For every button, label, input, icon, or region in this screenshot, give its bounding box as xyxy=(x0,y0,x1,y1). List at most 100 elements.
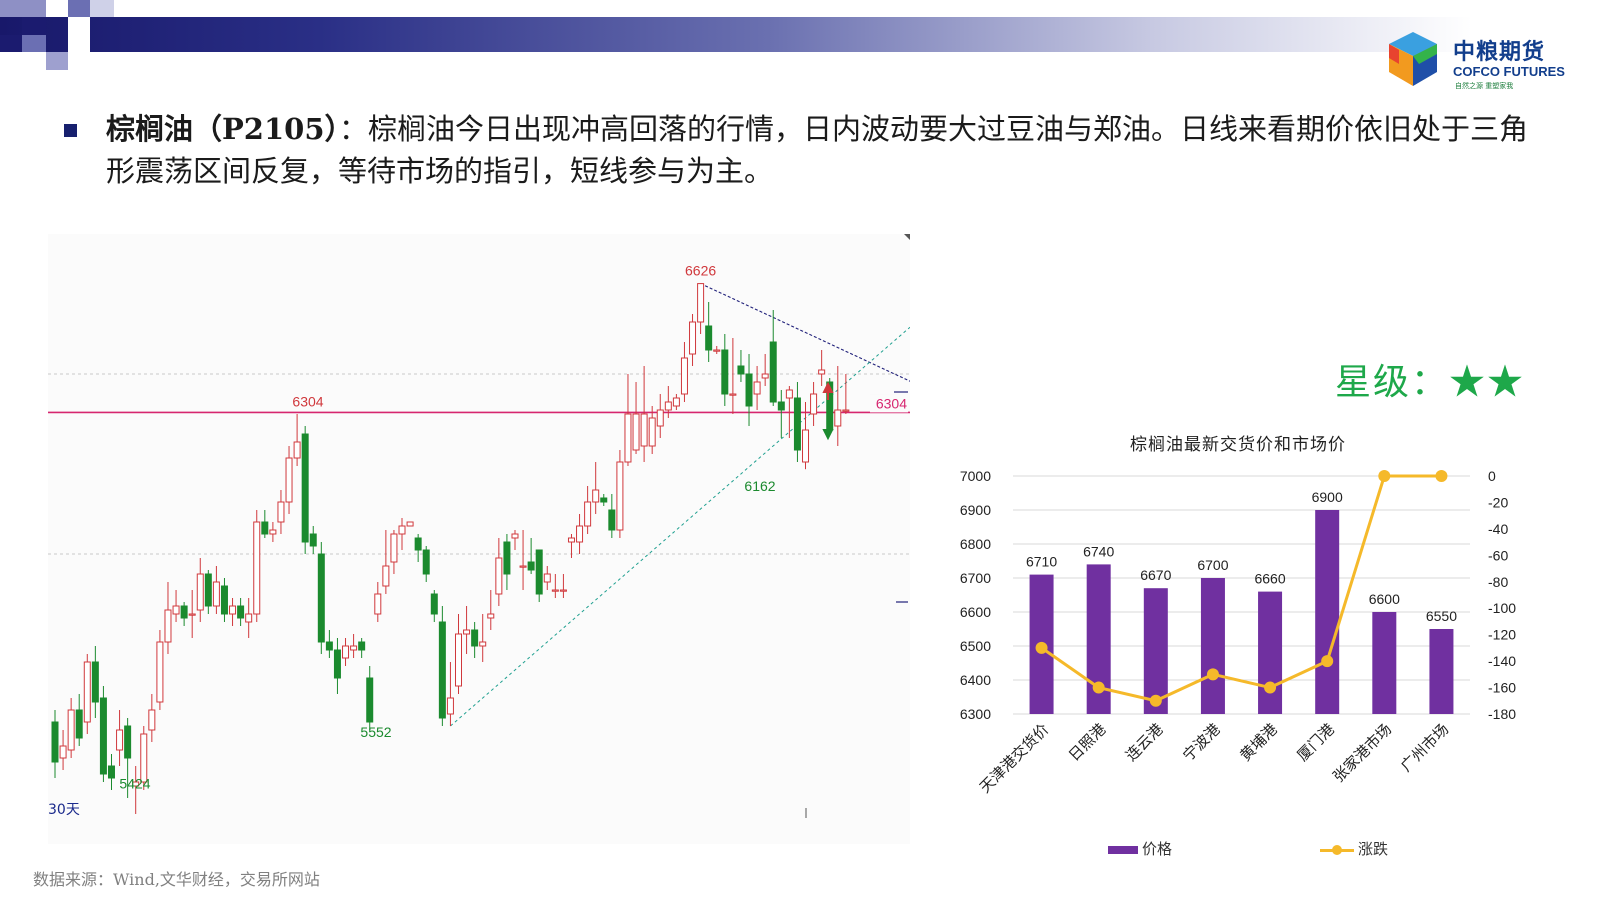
candle-body xyxy=(810,393,818,415)
category-label: 日照港 xyxy=(1065,720,1110,765)
candle-body xyxy=(156,641,164,703)
candle-body xyxy=(463,629,471,635)
candle-body xyxy=(107,765,115,779)
candle-body xyxy=(325,641,333,651)
candle-body xyxy=(672,397,680,407)
price-bar xyxy=(1086,564,1111,714)
bar-value-label: 6660 xyxy=(1254,571,1285,587)
candle-body xyxy=(559,589,567,592)
candle-body xyxy=(487,613,495,619)
category-label: 张家港市场 xyxy=(1329,720,1395,786)
candle-body xyxy=(124,725,132,759)
candle-body xyxy=(269,529,277,535)
candle-body xyxy=(382,565,390,587)
candle-body xyxy=(705,325,713,351)
candle-body xyxy=(350,645,358,651)
candle-body xyxy=(188,613,196,616)
candle-body xyxy=(769,341,777,403)
category-label: 天津港交货价 xyxy=(976,720,1052,796)
candlestick-chart: 6626 6304 6162 5552 5424 6304 30天 xyxy=(48,234,911,818)
left-axis-tick-label: 7000 xyxy=(960,468,991,484)
right-axis-tick-label: -140 xyxy=(1488,653,1516,669)
left-axis-tick-label: 6700 xyxy=(960,570,991,586)
candle-body xyxy=(551,589,559,592)
candle-body xyxy=(446,697,454,715)
candle-body xyxy=(164,609,172,643)
candle-body xyxy=(285,457,293,503)
candle-body xyxy=(737,365,745,375)
candle-body xyxy=(697,283,705,323)
candle-body xyxy=(180,605,188,619)
candle-body xyxy=(842,409,850,412)
candle-body xyxy=(745,373,753,407)
legend-bar-label: 价格 xyxy=(1142,840,1173,858)
bar-value-label: 6600 xyxy=(1369,591,1400,607)
candle-body xyxy=(196,573,204,611)
price-bar xyxy=(1315,510,1340,714)
legend-bar-swatch xyxy=(1108,846,1138,854)
candle-body xyxy=(802,429,810,463)
right-axis-tick-label: -160 xyxy=(1488,680,1516,696)
candle-body xyxy=(116,729,124,751)
candle-body xyxy=(374,593,382,615)
candle-body xyxy=(277,501,285,523)
price-annotation: 6304 xyxy=(292,393,323,409)
chart2-title: 棕榈油最新交货价和市场价 xyxy=(1130,435,1346,455)
candle-body xyxy=(753,381,761,395)
candle-body xyxy=(818,369,826,375)
candle-body xyxy=(729,393,737,396)
logo-cn-text: 中粮期货 xyxy=(1453,40,1546,65)
bar-value-label: 6700 xyxy=(1197,557,1228,573)
candle-body xyxy=(414,537,422,551)
candle-body xyxy=(777,401,785,411)
corner-marker xyxy=(904,234,910,240)
legend-line: 涨跌 xyxy=(1320,838,1388,859)
header-square-2 xyxy=(46,0,68,17)
price-annotation: 5424 xyxy=(119,775,150,791)
left-axis-tick-label: 6500 xyxy=(960,638,991,654)
change-point xyxy=(1149,694,1162,707)
price-annotation: 6626 xyxy=(685,263,716,279)
change-point xyxy=(1321,655,1334,668)
down-arrow-icon xyxy=(822,420,834,441)
candle-body xyxy=(390,533,398,563)
candle-body xyxy=(342,645,350,659)
candle-body xyxy=(83,661,91,723)
category-label: 厦门港 xyxy=(1293,720,1338,765)
candle-body xyxy=(640,413,648,447)
candle-body xyxy=(261,521,269,535)
bar-value-label: 6740 xyxy=(1083,543,1114,559)
candle-body xyxy=(59,745,67,759)
candle-body xyxy=(584,501,592,527)
bar-value-label: 6550 xyxy=(1426,608,1457,624)
bar-value-label: 6710 xyxy=(1026,554,1057,570)
left-axis-tick-label: 6900 xyxy=(960,502,991,518)
header-square-6 xyxy=(0,35,22,52)
change-point xyxy=(1264,681,1277,694)
right-label-bg xyxy=(870,394,908,413)
price-bar xyxy=(1429,629,1454,714)
price-bar xyxy=(1258,591,1283,714)
left-axis-tick-label: 6600 xyxy=(960,604,991,620)
category-label: 连云港 xyxy=(1122,720,1167,765)
legend-line-label: 涨跌 xyxy=(1358,840,1389,858)
source-note: 数据来源：Wind,文华财经，交易所网站 xyxy=(33,870,320,889)
headline-title: 棕榈油（P2105） xyxy=(106,112,340,146)
price-annotation: 6162 xyxy=(744,478,775,494)
right-axis-tick-label: -120 xyxy=(1488,627,1516,643)
logo-en-text: COFCO FUTURES xyxy=(1453,64,1565,79)
headline-text: ：棕榈油今日出现冲高回落的行情，日内波动要大过豆油与郑油。日线来看期价依旧处于三… xyxy=(106,112,1529,188)
change-point xyxy=(1435,470,1448,482)
legend-line-swatch xyxy=(1320,844,1354,855)
right-price-label: 6304 xyxy=(876,395,907,411)
candle-body xyxy=(422,549,430,575)
candle-body xyxy=(721,349,729,395)
price-annotation: 5552 xyxy=(360,724,391,740)
bullet-square-icon xyxy=(64,124,77,137)
candle-body xyxy=(309,533,317,547)
logo-slogan: 自然之源 重塑家我 xyxy=(1455,82,1514,90)
header-square-9 xyxy=(46,52,68,70)
candle-body xyxy=(689,321,697,355)
candle-body xyxy=(648,417,656,447)
candle-body xyxy=(600,497,608,503)
